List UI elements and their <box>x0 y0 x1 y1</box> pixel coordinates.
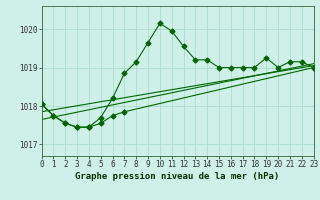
X-axis label: Graphe pression niveau de la mer (hPa): Graphe pression niveau de la mer (hPa) <box>76 172 280 181</box>
